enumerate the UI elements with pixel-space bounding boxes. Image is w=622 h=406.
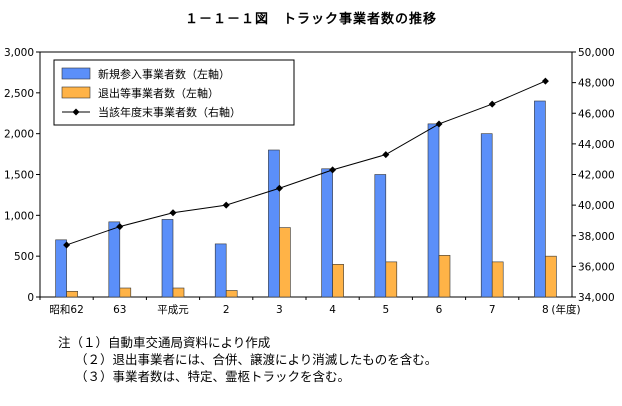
legend-swatch — [61, 86, 91, 99]
x-tick-label: 2 — [223, 304, 230, 316]
x-tick-label: 6 — [436, 304, 443, 316]
right-axis-tick-label: 34,000 — [578, 292, 615, 304]
line-point — [435, 120, 443, 128]
legend-label: 新規参入事業者数（左軸） — [98, 67, 230, 81]
left-axis-tick-label: 0 — [27, 292, 34, 304]
right-axis-tick-label: 50,000 — [578, 47, 615, 59]
x-tick-label: 平成元 — [157, 304, 189, 316]
bar-new-entrants — [214, 243, 227, 298]
bar-new-entrants — [161, 219, 174, 298]
line-point — [275, 184, 283, 192]
bar-new-entrants — [268, 149, 280, 298]
right-axis-tick-label: 36,000 — [578, 261, 615, 273]
x-tick-label: 5 — [382, 304, 389, 316]
line-point — [382, 151, 390, 159]
x-tick-label: 7 — [489, 304, 496, 316]
bar-exits — [172, 287, 185, 298]
right-axis-tick-label: 40,000 — [578, 200, 615, 212]
right-axis-tick-label: 48,000 — [578, 78, 615, 90]
line-point — [222, 201, 230, 209]
bar-exits — [119, 287, 132, 298]
legend-marker — [72, 108, 80, 116]
chart: 0 500 1,000 1,500 2,000 2,500 3,000 34,000 36,00… — [4, 47, 615, 316]
bar-exits — [491, 261, 504, 298]
left-axis-tick-label: 3,000 — [4, 47, 34, 59]
x-tick-label: 4 — [329, 304, 336, 316]
line-point — [541, 77, 549, 85]
x-tick-label: 8 — [542, 304, 549, 316]
note-2: （２）退出事業者には、合併、譲渡により消滅したものを含む。 — [75, 352, 438, 367]
line-point — [169, 209, 177, 217]
legend-label: 退出等事業者数（左軸） — [98, 86, 219, 100]
line-point — [329, 166, 337, 174]
note-1: 注（１）自動車交通局資料により作成 — [58, 335, 271, 350]
bar-new-entrants — [534, 100, 546, 298]
x-tick-label: 昭和62 — [49, 304, 83, 316]
bar-exits — [385, 261, 398, 298]
left-axis-tick-label: 1,000 — [4, 210, 34, 222]
legend-swatch — [61, 67, 91, 80]
legend — [53, 59, 295, 126]
bar-exits — [66, 290, 78, 298]
right-axis-tick-label: 44,000 — [578, 139, 615, 151]
bar-new-entrants — [108, 221, 121, 298]
bar-new-entrants — [321, 168, 333, 298]
line-point — [116, 223, 124, 231]
left-axis-tick-label: 2,500 — [4, 88, 34, 100]
legend-label: 当該年度末事業者数（右軸） — [98, 105, 241, 119]
right-axis-tick-label: 42,000 — [578, 170, 615, 182]
right-axis-tick-label: 38,000 — [578, 231, 615, 243]
left-axis-tick-label: 1,500 — [4, 170, 34, 182]
line-point — [63, 241, 71, 249]
line-point — [488, 100, 496, 108]
right-axis-tick-label: 46,000 — [578, 108, 615, 120]
left-axis-tick-label: 2,000 — [4, 129, 34, 141]
bar-exits — [332, 264, 344, 298]
bar-new-entrants — [374, 174, 387, 298]
bar-new-entrants — [55, 239, 67, 298]
bar-exits — [279, 227, 291, 298]
note-3: （３）事業者数は、特定、霊柩トラックを含む。 — [75, 369, 351, 384]
x-tick-label: 63 — [113, 304, 126, 316]
chart-title: １－１－１図 トラック事業者数の推移 — [184, 12, 437, 27]
left-axis-tick-label: 500 — [14, 251, 34, 263]
bar-exits — [438, 255, 451, 298]
line-total-operators — [66, 80, 546, 246]
bar-exits — [545, 255, 557, 298]
x-axis-unit: (年度) — [551, 303, 580, 316]
bar-exits — [225, 290, 238, 298]
bar-new-entrants — [480, 133, 493, 298]
bar-new-entrants — [427, 123, 440, 298]
x-tick-label: 3 — [276, 304, 283, 316]
